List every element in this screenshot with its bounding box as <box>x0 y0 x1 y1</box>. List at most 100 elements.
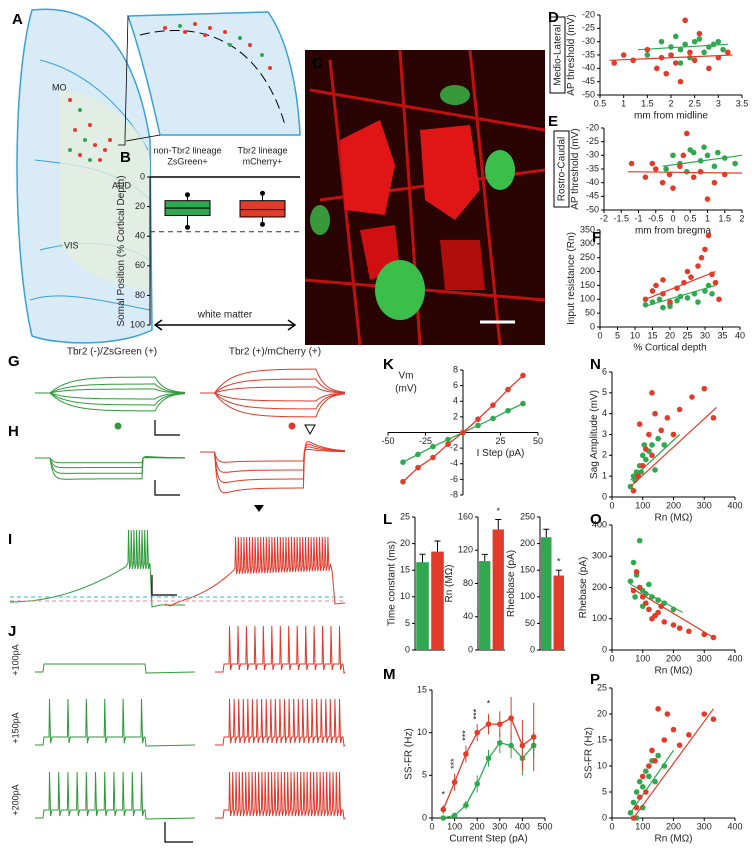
region-label: VIS <box>64 240 79 250</box>
micrograph <box>304 49 546 346</box>
y-tick-label: 0 <box>602 812 607 822</box>
y-tick-label: 80 <box>135 290 145 300</box>
x-tick-label: 3.5 <box>736 98 749 108</box>
data-point <box>711 179 718 186</box>
x-tick-label: 300 <box>697 821 712 831</box>
y-axis-title: Sag Amplitude (mV) <box>589 390 600 479</box>
step-trace <box>200 441 345 494</box>
data-point <box>652 410 658 417</box>
x-tick-label: 0 <box>609 500 614 510</box>
spike-trace <box>10 529 185 608</box>
x-tick-label: -50 <box>381 436 394 446</box>
data-point <box>508 715 514 721</box>
y-tick-label: 10 <box>417 727 427 737</box>
data-point <box>677 78 684 85</box>
data-point <box>667 299 673 305</box>
side-label: Rostro-Caudal <box>557 137 568 201</box>
data-point <box>656 296 663 303</box>
data-point <box>715 149 721 156</box>
data-point <box>676 625 683 631</box>
x-tick-label: 1 <box>621 98 626 108</box>
y-axis-title: Vm <box>399 371 414 382</box>
scale-bar <box>151 575 177 596</box>
bar <box>479 561 491 650</box>
data-point <box>490 402 496 408</box>
y-tick-label: -25 <box>582 23 595 33</box>
data-point <box>520 400 526 407</box>
scale-bar <box>154 480 180 496</box>
data-point <box>430 454 436 461</box>
region-label: AUD <box>112 180 132 190</box>
data-point <box>709 271 715 278</box>
voltage-trace <box>35 392 186 412</box>
data-point <box>649 442 655 448</box>
voltage-trace <box>200 386 345 394</box>
panel-letter: F <box>592 229 601 246</box>
significance: * <box>487 698 491 708</box>
y-tick-label: 10 <box>400 591 410 601</box>
data-point <box>636 794 643 800</box>
x-tick-label: 2.5 <box>688 98 701 108</box>
y-tick-label: 300 <box>580 238 595 248</box>
x-tick-label: 300 <box>697 500 712 510</box>
error-bar <box>543 528 550 538</box>
data-point <box>652 467 658 473</box>
y-tick-label: -45 <box>586 191 599 201</box>
voltage-trace <box>200 392 345 402</box>
y-tick-label: 2 <box>453 411 458 421</box>
data-point <box>676 406 683 413</box>
bar <box>541 537 552 650</box>
data-point <box>649 390 655 396</box>
x-tick-label: 25 <box>495 436 505 446</box>
x-tick-label: -2 <box>600 213 608 223</box>
trace-title: Tbr2 (+)/mCherry (+) <box>229 347 321 358</box>
y-tick-label: -50 <box>586 204 599 214</box>
data-point <box>701 711 708 717</box>
data-point <box>636 421 643 427</box>
y-tick-label: -8 <box>450 489 458 499</box>
data-point <box>643 456 649 463</box>
data-point <box>655 609 661 616</box>
data-point <box>670 185 676 191</box>
x-tick-label: 0 <box>670 213 675 223</box>
data-point <box>646 763 652 769</box>
x-tick-label: 2 <box>739 213 744 223</box>
error-bar <box>555 569 562 576</box>
data-point <box>695 263 701 269</box>
data-point <box>677 46 684 53</box>
y-tick-label: 60 <box>135 260 145 270</box>
x-tick-label: 300 <box>492 821 507 831</box>
data-point <box>674 285 680 292</box>
data-point <box>715 54 722 61</box>
data-point <box>497 721 503 727</box>
step-trace <box>35 457 185 464</box>
data-point <box>690 149 697 156</box>
data-point <box>639 594 646 600</box>
data-point <box>680 152 687 159</box>
data-point <box>691 38 698 45</box>
data-point <box>445 436 451 443</box>
voltage-trace <box>200 392 346 410</box>
x-tick-label: 1.5 <box>718 213 731 223</box>
data-point <box>690 174 697 180</box>
x-tick-label: 100 <box>635 821 650 831</box>
x-tick-label: 20 <box>665 330 675 340</box>
data-point <box>485 721 492 727</box>
x-tick-label: 200 <box>666 653 681 663</box>
data-point <box>677 163 683 170</box>
data-point <box>646 606 652 613</box>
y-tick-label: 25 <box>597 682 607 692</box>
cortex-area <box>60 90 150 290</box>
data-point <box>530 734 537 740</box>
panel-letter: O <box>590 511 602 528</box>
voltage-trace <box>35 392 185 400</box>
data-point <box>620 52 627 58</box>
y-tick-label: 0 <box>140 171 145 181</box>
y-tick-label: 40 <box>135 231 145 241</box>
data-point <box>653 282 659 289</box>
whisker-end <box>260 190 265 196</box>
data-point <box>490 415 496 422</box>
data-point <box>689 394 695 400</box>
x-tick-label: 0 <box>597 330 602 340</box>
